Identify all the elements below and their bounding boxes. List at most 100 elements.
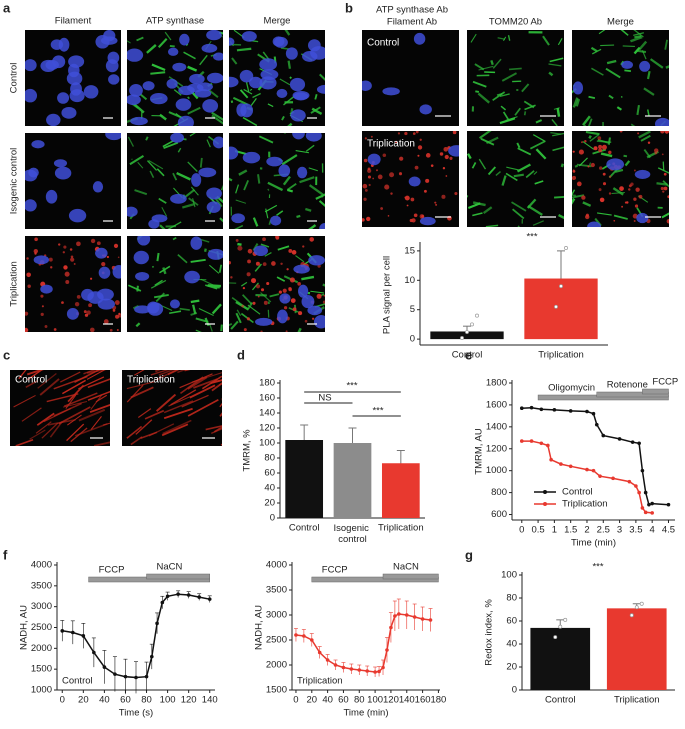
mito [554, 195, 564, 199]
speck [117, 256, 120, 259]
speck [367, 175, 372, 179]
speck [598, 188, 602, 192]
marker [393, 614, 397, 618]
mito [600, 152, 613, 158]
mito [242, 116, 258, 126]
y-tick-label: 40 [264, 483, 275, 494]
mito [598, 30, 606, 35]
mito [231, 57, 238, 65]
speck [372, 177, 375, 180]
mito [499, 93, 510, 97]
mito [235, 312, 242, 324]
mito [624, 69, 632, 73]
nucleus [127, 94, 141, 106]
speck [114, 300, 120, 305]
y-tick-label: 3000 [266, 610, 287, 621]
nucleus [242, 151, 261, 164]
marker [113, 672, 117, 676]
column-header: ATP synthase Ab [376, 5, 448, 16]
mito [551, 118, 558, 126]
mito [161, 207, 168, 217]
mito [490, 60, 494, 66]
micrograph [122, 370, 222, 446]
mito [207, 88, 219, 98]
mito [630, 123, 636, 126]
speck [608, 175, 612, 178]
mito [243, 180, 250, 191]
nucleus [241, 31, 257, 42]
mito [252, 92, 261, 99]
speck [40, 312, 44, 316]
micrograph [10, 370, 110, 446]
fiber [58, 406, 91, 425]
mito [172, 237, 177, 241]
fiber [168, 396, 191, 407]
mito [585, 131, 600, 136]
marker [585, 409, 589, 414]
column-header: Filament [55, 16, 92, 27]
mito [281, 115, 285, 121]
mito [514, 107, 521, 116]
image-content [470, 31, 564, 126]
mito [311, 107, 323, 115]
fiber [93, 441, 110, 446]
nucleus [191, 173, 202, 187]
nucleus [83, 85, 99, 99]
marker [591, 468, 596, 473]
y-tick-label: 40 [506, 639, 517, 650]
mito [495, 171, 501, 177]
image-background [127, 133, 223, 229]
mito [247, 301, 254, 310]
treatment-label: Oligomycin [548, 383, 595, 394]
speck [654, 151, 657, 155]
mito [662, 161, 665, 171]
mito [204, 248, 207, 252]
fiber [102, 422, 110, 426]
speck [363, 197, 367, 201]
mito [156, 252, 160, 262]
speck [626, 201, 629, 204]
speck [637, 132, 640, 135]
panel-letter: g [465, 547, 473, 562]
x-tick-label: 0.5 [531, 525, 544, 536]
speck [89, 327, 95, 332]
mito [214, 197, 223, 208]
speck [434, 201, 437, 204]
nucleus [95, 247, 108, 259]
mito [252, 217, 259, 227]
fiber [193, 378, 218, 389]
mito [146, 44, 157, 54]
marker [123, 674, 128, 679]
mito [158, 197, 167, 204]
speck [62, 251, 65, 254]
mito [136, 285, 139, 292]
treatment-label: NaCN [157, 562, 183, 573]
y-tick-label: 1400 [486, 421, 507, 432]
marker [559, 462, 563, 466]
x-tick-label: 40 [99, 695, 110, 706]
speck [414, 165, 419, 170]
speck [362, 218, 365, 222]
mito [242, 294, 253, 305]
y-tick-label: 100 [501, 570, 517, 581]
fiber [67, 414, 82, 426]
mito [572, 194, 576, 197]
mito [295, 150, 310, 154]
speck [83, 310, 87, 314]
speck [280, 262, 283, 266]
mito [211, 111, 223, 121]
y-tick-label: 100 [259, 438, 275, 449]
fiber [49, 421, 63, 438]
nucleus [206, 72, 223, 84]
marker [666, 502, 671, 507]
mito [135, 322, 141, 328]
nucleus [239, 69, 254, 83]
nucleus [105, 133, 121, 141]
nucleus [249, 76, 263, 89]
image-label: Control [367, 38, 399, 49]
mito [662, 180, 669, 188]
fiber [162, 419, 192, 435]
panel-letter: c [3, 347, 10, 362]
speck [262, 262, 267, 266]
